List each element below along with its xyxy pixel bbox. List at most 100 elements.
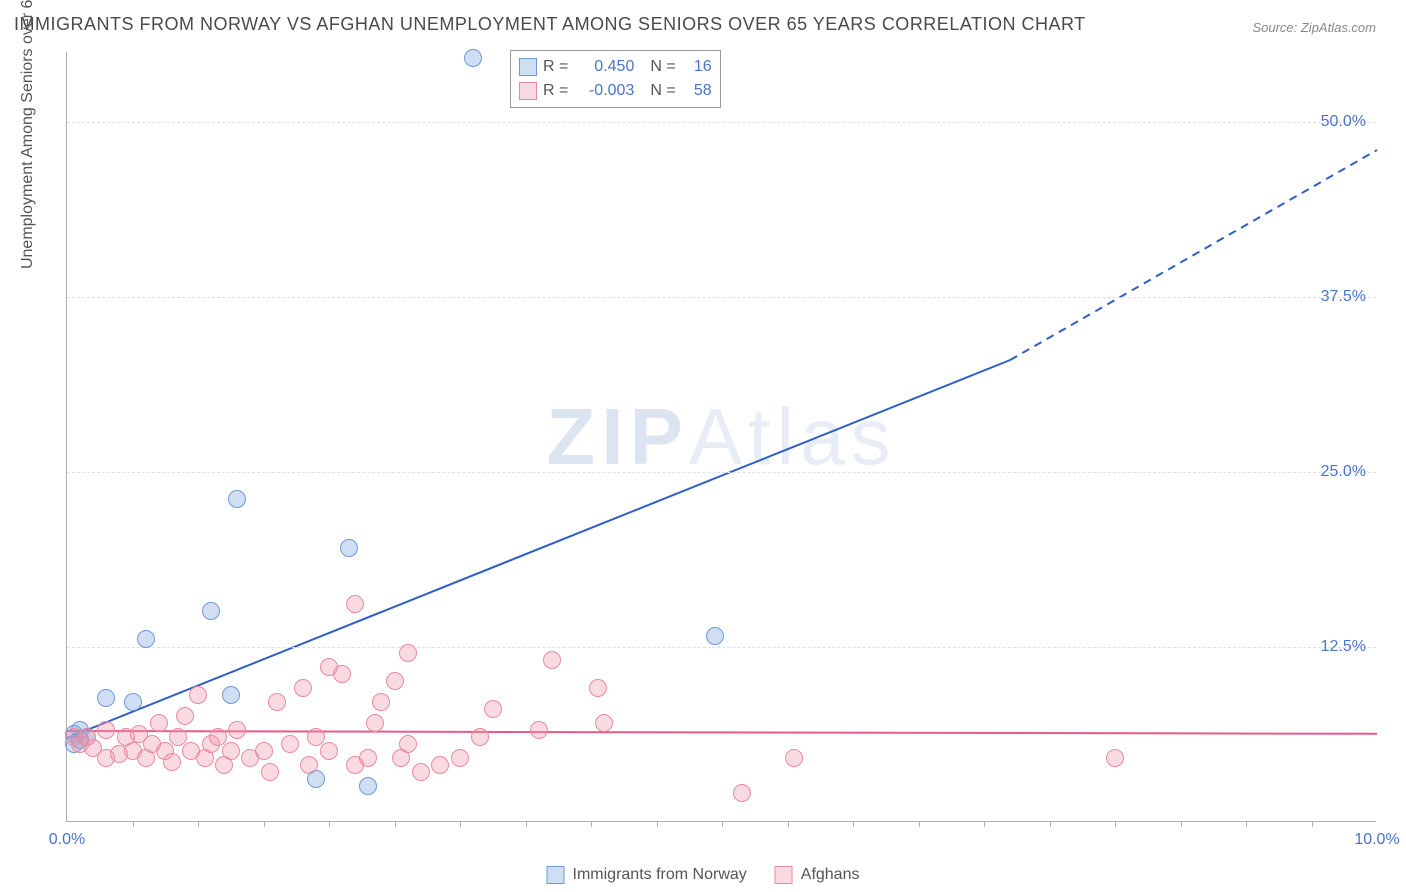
regression-line-norway [67,360,1010,738]
r-label: R = [543,58,568,76]
data-point-afghans [228,721,246,739]
watermark-bold: ZIP [546,392,688,481]
r-value: -0.003 [574,82,634,100]
data-point-norway [464,49,482,67]
data-point-norway [359,777,377,795]
r-value: 0.450 [574,58,634,76]
series-legend: Immigrants from Norway Afghans [547,866,860,884]
legend-item-norway: Immigrants from Norway [547,866,747,884]
x-tick [984,821,985,827]
n-value: 16 [682,58,712,76]
data-point-afghans [589,679,607,697]
r-label: R = [543,82,568,100]
data-point-afghans [530,721,548,739]
x-tick [395,821,396,827]
y-tick-label: 25.0% [1321,463,1366,481]
data-point-norway [124,693,142,711]
x-tick [591,821,592,827]
y-tick-label: 50.0% [1321,113,1366,131]
data-point-afghans [412,763,430,781]
data-point-afghans [484,700,502,718]
chart-title: IMMIGRANTS FROM NORWAY VS AFGHAN UNEMPLO… [14,14,1086,35]
data-point-afghans [431,756,449,774]
x-tick [1050,821,1051,827]
x-tick [329,821,330,827]
legend-label: Immigrants from Norway [573,866,747,884]
regression-line-dash-norway [1010,150,1377,360]
n-label: N = [650,82,675,100]
data-point-afghans [97,721,115,739]
data-point-norway [137,630,155,648]
watermark: ZIPAtlas [546,391,896,483]
legend-swatch-afghans [775,866,793,884]
data-point-afghans [372,693,390,711]
data-point-afghans [268,693,286,711]
x-tick [788,821,789,827]
x-tick [1312,821,1313,827]
data-point-afghans [1106,749,1124,767]
data-point-afghans [189,686,207,704]
watermark-light: Atlas [689,392,897,481]
data-point-afghans [399,735,417,753]
source-attribution: Source: ZipAtlas.com [1252,20,1376,35]
y-tick-label: 37.5% [1321,288,1366,306]
gridline [67,472,1376,473]
data-point-afghans [399,644,417,662]
data-point-afghans [333,665,351,683]
legend-row-norway: R = 0.450 N = 16 [519,55,712,79]
y-tick-label: 12.5% [1321,638,1366,656]
legend-item-afghans: Afghans [775,866,860,884]
data-point-norway [706,627,724,645]
y-axis-label: Unemployment Among Seniors over 65 years [19,0,37,269]
data-point-afghans [222,742,240,760]
data-point-afghans [543,651,561,669]
correlation-legend: R = 0.450 N = 16 R = -0.003 N = 58 [510,50,721,108]
x-tick [526,821,527,827]
x-tick [460,821,461,827]
data-point-norway [228,490,246,508]
n-label: N = [650,58,675,76]
source-name: ZipAtlas.com [1301,20,1376,35]
data-point-afghans [471,728,489,746]
gridline [67,647,1376,648]
x-tick [853,821,854,827]
x-tick-label: 0.0% [49,831,85,849]
legend-swatch-norway [547,866,565,884]
data-point-afghans [320,742,338,760]
data-point-afghans [733,784,751,802]
x-tick [919,821,920,827]
x-tick [198,821,199,827]
data-point-afghans [451,749,469,767]
data-point-afghans [255,742,273,760]
x-tick-label: 10.0% [1354,831,1399,849]
legend-swatch-afghans [519,82,537,100]
legend-swatch-norway [519,58,537,76]
x-tick [1246,821,1247,827]
data-point-afghans [300,756,318,774]
source-prefix: Source: [1252,20,1300,35]
x-tick [133,821,134,827]
data-point-norway [202,602,220,620]
x-tick [264,821,265,827]
data-point-afghans [294,679,312,697]
x-tick [1181,821,1182,827]
data-point-afghans [595,714,613,732]
legend-row-afghans: R = -0.003 N = 58 [519,79,712,103]
data-point-afghans [281,735,299,753]
x-tick [657,821,658,827]
data-point-afghans [176,707,194,725]
gridline [67,297,1376,298]
x-tick [1115,821,1116,827]
data-point-afghans [150,714,168,732]
data-point-afghans [359,749,377,767]
data-point-norway [340,539,358,557]
data-point-afghans [366,714,384,732]
gridline [67,122,1376,123]
data-point-afghans [261,763,279,781]
regression-line-afghans [67,731,1377,734]
data-point-norway [222,686,240,704]
n-value: 58 [682,82,712,100]
data-point-afghans [163,753,181,771]
data-point-afghans [346,595,364,613]
regression-lines-layer [67,52,1376,821]
